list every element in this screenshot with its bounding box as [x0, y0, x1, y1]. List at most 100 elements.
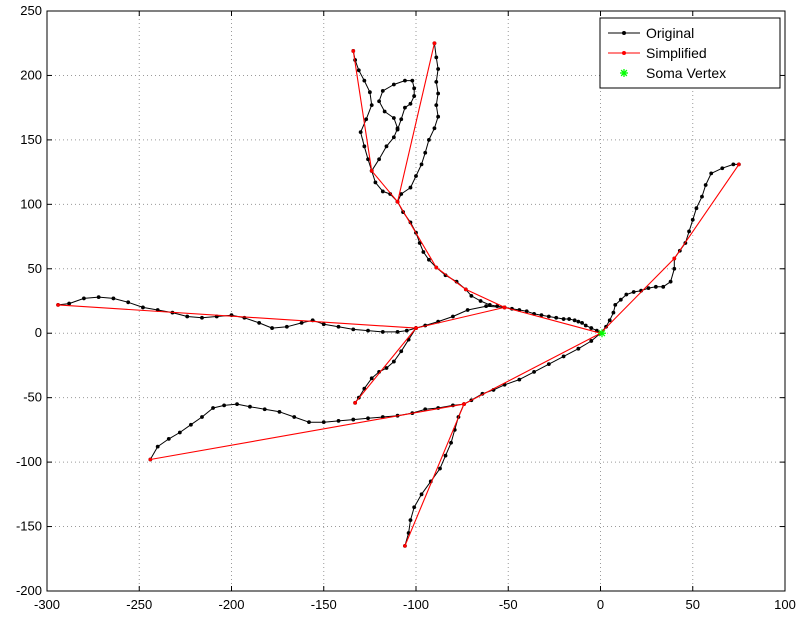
original-point: [576, 346, 581, 351]
original-point: [373, 180, 378, 185]
simplified-point: [414, 326, 418, 330]
original-point: [391, 135, 396, 140]
legend-label: Original: [646, 25, 694, 41]
original-point: [687, 229, 691, 234]
simplified-branch-line: [150, 332, 601, 461]
y-tick-label: -50: [23, 390, 42, 405]
original-point: [189, 422, 193, 427]
original-branch-line: [600, 163, 739, 334]
original-point: [399, 117, 404, 122]
y-tick-label: 0: [35, 325, 42, 340]
original-point: [554, 315, 559, 320]
original-point: [366, 416, 370, 421]
original-point: [478, 299, 483, 303]
x-tick-label: -200: [218, 597, 244, 612]
original-branch-line: [149, 332, 601, 460]
original-point: [336, 324, 341, 329]
original-point: [299, 321, 304, 325]
original-point: [384, 144, 389, 149]
y-tick-label: 250: [20, 3, 42, 18]
simplified-branch-line: [397, 43, 435, 202]
original-point: [270, 326, 274, 330]
original-point: [185, 314, 190, 319]
original-point: [624, 292, 629, 297]
original-point: [200, 415, 204, 419]
original-point: [366, 157, 370, 162]
original-point: [690, 217, 695, 222]
original-point: [436, 114, 441, 119]
simplified-point: [464, 287, 468, 292]
x-tick-label: 50: [686, 597, 700, 612]
simplified-point: [672, 256, 677, 261]
y-tick-label: 50: [28, 261, 42, 276]
original-point: [561, 317, 566, 321]
original-point: [434, 55, 439, 60]
original-point: [141, 305, 145, 310]
original-point: [403, 105, 407, 110]
original-point: [421, 250, 426, 254]
simplified-point: [737, 162, 741, 167]
original-point: [277, 409, 282, 414]
original-point: [668, 279, 673, 284]
original-point: [395, 330, 400, 334]
original-point: [432, 126, 437, 131]
original-point: [336, 418, 341, 423]
original-point: [395, 127, 400, 132]
original-point: [589, 326, 594, 330]
simplified-point: [403, 544, 407, 548]
original-point: [404, 328, 409, 333]
legend-swatch-marker: [622, 51, 626, 55]
original-point: [546, 314, 551, 319]
original-point: [423, 407, 428, 412]
original-point: [631, 290, 636, 294]
original-point: [532, 369, 536, 374]
original-point: [731, 162, 736, 167]
simplified-branch-line: [600, 164, 740, 334]
original-point: [487, 302, 492, 307]
x-tick-label: -250: [126, 597, 152, 612]
original-point: [672, 266, 677, 271]
x-tick-label: -300: [34, 597, 60, 612]
original-point: [391, 359, 396, 364]
original-point: [417, 241, 422, 245]
original-point: [155, 444, 160, 449]
original-point: [607, 318, 612, 323]
simplified-point: [353, 401, 357, 405]
original-point: [367, 90, 372, 95]
original-point: [443, 453, 448, 458]
original-point: [211, 406, 215, 410]
simplified-branch-line: [404, 403, 465, 547]
original-point: [611, 310, 616, 315]
original-point: [419, 492, 424, 497]
simplified-branch-line: [352, 50, 601, 334]
legend: Original Simplified Soma Vertex: [599, 17, 781, 89]
simplified-point: [432, 41, 437, 46]
simplified-branch-line: [354, 327, 417, 404]
original-point: [438, 466, 442, 471]
original-point: [380, 330, 385, 334]
original-point: [391, 116, 396, 120]
original-point: [403, 78, 407, 83]
x-tick-label: -50: [499, 597, 518, 612]
original-point: [539, 313, 544, 318]
original-point: [307, 420, 311, 425]
original-point: [96, 295, 101, 300]
y-tick-label: 100: [20, 196, 42, 211]
original-point: [653, 284, 658, 289]
original-point: [436, 67, 441, 71]
original-point: [709, 171, 714, 176]
legend-swatch-marker: [622, 31, 626, 35]
original-point: [700, 194, 704, 199]
original-branch-line: [354, 327, 417, 404]
original-point: [414, 174, 418, 178]
y-tick-label: 200: [20, 67, 42, 82]
simplified-point: [369, 169, 374, 173]
original-point: [356, 68, 361, 73]
original-point: [351, 417, 356, 422]
original-point: [436, 91, 441, 96]
legend-label: Soma Vertex: [646, 65, 726, 81]
original-point: [427, 137, 431, 142]
original-point: [546, 362, 551, 367]
original-point: [412, 94, 417, 98]
